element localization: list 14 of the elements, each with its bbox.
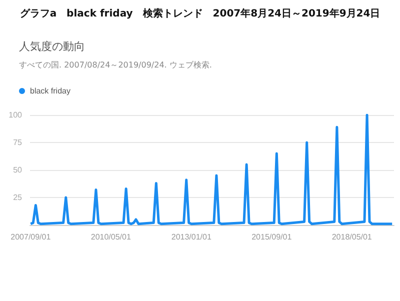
y-tick-label: 50 (13, 166, 23, 174)
x-tick-label: 2015/09/01 (252, 232, 292, 242)
x-tick-label: 2018/05/01 (332, 232, 372, 242)
y-tick-label: 100 (8, 110, 23, 120)
legend-label: black friday (30, 86, 70, 96)
chart-title: グラフa black friday 検索トレンド 2007年8月24日～2019年9月24日 (20, 8, 380, 20)
x-tick-label: 2013/01/01 (171, 232, 212, 242)
x-tick-label: 2007/09/01 (10, 232, 52, 242)
y-tick-label: 75 (13, 138, 23, 147)
text: すべての国. 2007/08/24～2019/09/24. ウェブ検索. (19, 60, 212, 70)
x-tick-label: 2010/05/01 (90, 232, 132, 242)
line-series (29, 114, 394, 226)
y-tick-label: 25 (13, 193, 23, 202)
chart-subtitle: 人気度の動向 (19, 40, 85, 53)
